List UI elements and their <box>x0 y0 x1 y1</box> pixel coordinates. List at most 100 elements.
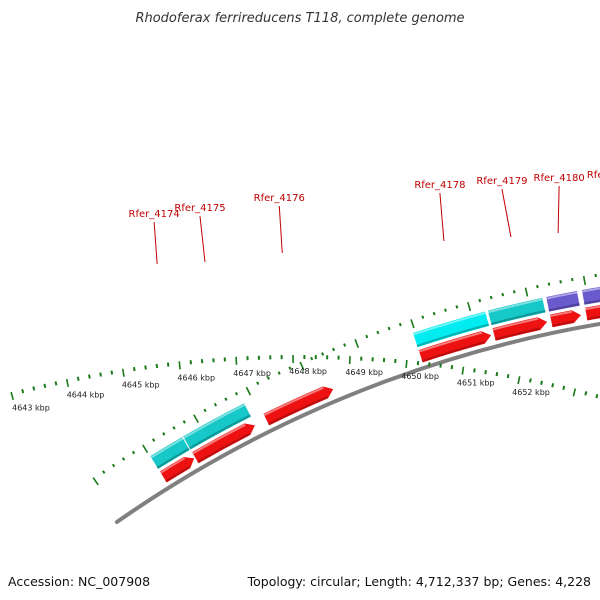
major-tick <box>245 386 252 396</box>
cds-shadow <box>164 465 191 483</box>
gene-label[interactable]: Rfer_4181 <box>587 170 600 181</box>
gene-leader-line <box>557 185 560 234</box>
gene-leader-line <box>278 205 283 254</box>
cds-highlight <box>549 310 573 318</box>
minor-tick <box>559 280 562 284</box>
cds-highlight <box>159 457 186 474</box>
major-tick <box>193 414 199 424</box>
gene-label[interactable]: Rfer_4178 <box>414 180 465 191</box>
minor-tick <box>121 457 126 461</box>
feature-shadow <box>583 299 600 305</box>
gene-label[interactable]: Rfer_4174 <box>129 209 180 220</box>
gene-feature-block[interactable] <box>181 402 253 451</box>
accession-text: Accession: NC_007908 <box>8 574 150 589</box>
kbp-label: 4651 kbp <box>457 379 495 388</box>
kbp-label: 4646 kbp <box>177 373 215 382</box>
ruler-minor-tick <box>43 383 47 389</box>
minor-tick <box>332 347 336 352</box>
cds-arrow[interactable] <box>417 330 493 364</box>
feature-highlight <box>412 311 487 336</box>
minor-tick <box>547 282 551 286</box>
cds-arrow[interactable] <box>190 422 257 465</box>
cds-highlight <box>584 305 600 311</box>
ruler-major-tick <box>10 391 14 400</box>
minor-tick <box>343 343 347 347</box>
minor-tick <box>376 330 380 335</box>
gene-feature-block[interactable] <box>411 310 491 349</box>
cds-arrow[interactable] <box>583 298 600 322</box>
cds-arrow[interactable] <box>548 309 583 329</box>
gene-label[interactable]: Rfer_4175 <box>174 203 225 214</box>
minor-tick <box>444 308 447 312</box>
ruler-minor-tick <box>133 366 136 372</box>
gene-feature-block[interactable] <box>486 296 547 327</box>
minor-tick <box>152 438 156 442</box>
major-tick <box>524 287 529 297</box>
feature-track <box>148 279 600 484</box>
feature-highlight <box>487 298 544 314</box>
gene-label[interactable]: Rfer_4179 <box>476 176 527 187</box>
minor-tick <box>365 334 369 339</box>
cds-arrow[interactable] <box>491 316 549 342</box>
minor-tick <box>455 305 459 309</box>
cds-shadow <box>267 395 328 426</box>
ruler-minor-tick <box>584 391 588 396</box>
outer-tick-track <box>92 273 597 486</box>
ruler-major-tick <box>405 359 408 369</box>
major-tick <box>467 301 472 312</box>
ruler-minor-tick <box>595 394 599 399</box>
ruler-minor-tick <box>144 365 147 370</box>
major-tick <box>582 275 587 285</box>
kbp-label: 4643 kbp <box>12 403 50 412</box>
ruler-minor-tick <box>529 378 532 383</box>
cds-highlight <box>191 423 246 455</box>
gene-label[interactable]: Rfer_4180 <box>534 173 585 184</box>
ruler-minor-tick <box>88 374 91 379</box>
cds-shadow <box>586 315 600 321</box>
kbp-label: 4644 kbp <box>67 391 105 400</box>
minor-tick <box>536 284 539 289</box>
feature-highlight <box>182 403 246 439</box>
minor-tick <box>234 391 239 396</box>
gene-leader-line <box>199 215 206 263</box>
gene-label[interactable]: Rfer_4176 <box>254 193 305 204</box>
feature-highlight <box>581 287 600 293</box>
kbp-label: 4649 kbp <box>345 368 383 377</box>
major-tick <box>142 444 149 454</box>
cds-shadow <box>551 320 574 327</box>
ruler-minor-tick <box>551 383 555 388</box>
minor-tick <box>387 326 391 331</box>
ruler-minor-tick <box>473 368 476 373</box>
minor-tick <box>266 376 270 380</box>
cds-arrow[interactable] <box>158 455 196 484</box>
minor-tick <box>102 470 106 474</box>
minor-tick <box>288 366 292 370</box>
kbp-label: 4650 kbp <box>401 372 439 381</box>
ruler-minor-tick <box>495 371 499 377</box>
ruler-labels: 4643 kbp 4644 kbp 4645 kbp 4646 kbp 4647 kbp… <box>12 367 550 412</box>
minor-tick <box>478 298 482 303</box>
minor-tick <box>172 426 176 430</box>
map-title: Rhodoferax ferrireducens T118, complete … <box>135 11 464 26</box>
ruler-minor-tick <box>110 370 114 375</box>
genome-summary-text: Topology: circular; Length: 4,712,337 bp… <box>247 574 591 589</box>
ruler-minor-tick <box>54 381 58 386</box>
ruler-minor-tick <box>562 385 566 391</box>
feature-shadow <box>548 303 580 312</box>
ruler-minor-tick <box>506 373 510 379</box>
minor-tick <box>310 356 314 361</box>
gene-feature-block[interactable] <box>580 279 600 306</box>
minor-tick <box>421 315 425 319</box>
ruler-minor-tick <box>484 370 487 375</box>
minor-tick <box>224 397 228 401</box>
ruler-minor-tick <box>155 363 159 369</box>
ruler-minor-tick <box>99 372 102 377</box>
gene-feature-block[interactable] <box>544 289 581 313</box>
ruler-tick-track <box>10 355 599 400</box>
major-tick <box>354 339 360 349</box>
cds-arrow[interactable] <box>262 385 335 427</box>
gene-leader-line <box>501 188 512 238</box>
minor-tick <box>512 290 516 294</box>
